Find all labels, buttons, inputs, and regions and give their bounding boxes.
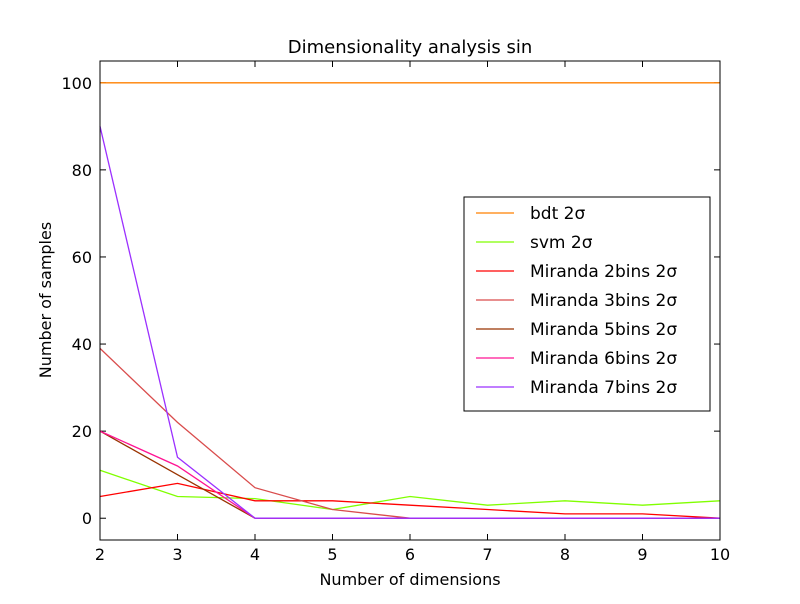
series-line	[99, 126, 720, 519]
x-axis-label: Number of dimensions	[319, 570, 500, 589]
legend-box	[463, 196, 711, 412]
x-tick-label: 2	[95, 545, 105, 564]
legend-label: Miranda 7bins 2σ	[530, 378, 677, 398]
legend-label: svm 2σ	[530, 233, 593, 253]
legend-label: Miranda 5bins 2σ	[530, 320, 677, 340]
series-lines	[99, 82, 721, 519]
legend: bdt 2σ svm 2σ Miranda 2bins 2σ Miranda 3bin…	[463, 196, 711, 412]
y-axis-label: Number of samples	[36, 222, 55, 378]
y-tick-label: 80	[72, 161, 92, 180]
y-tick-label: 100	[61, 74, 92, 93]
x-tick-label: 6	[405, 545, 415, 564]
y-tick-label: 40	[72, 335, 92, 354]
x-tick-label: 4	[250, 545, 260, 564]
series-line	[99, 469, 721, 511]
legend-label: Miranda 3bins 2σ	[530, 291, 677, 311]
x-tick-label: 10	[710, 545, 730, 564]
legend-label: Miranda 6bins 2σ	[530, 349, 677, 369]
chart-title: Dimensionality analysis sin	[288, 37, 533, 58]
x-tick-label: 5	[327, 545, 337, 564]
y-tick-label: 60	[72, 248, 92, 267]
x-tick-label: 7	[482, 545, 492, 564]
x-tick-label: 3	[172, 545, 182, 564]
legend-label: bdt 2σ	[530, 204, 585, 224]
y-tick-label: 0	[82, 509, 92, 528]
legend-label: Miranda 2bins 2σ	[530, 262, 677, 282]
y-tick-label: 20	[72, 422, 92, 441]
x-tick-label: 8	[560, 545, 570, 564]
x-tick-label: 9	[637, 545, 647, 564]
plot-area-frame	[99, 60, 721, 541]
